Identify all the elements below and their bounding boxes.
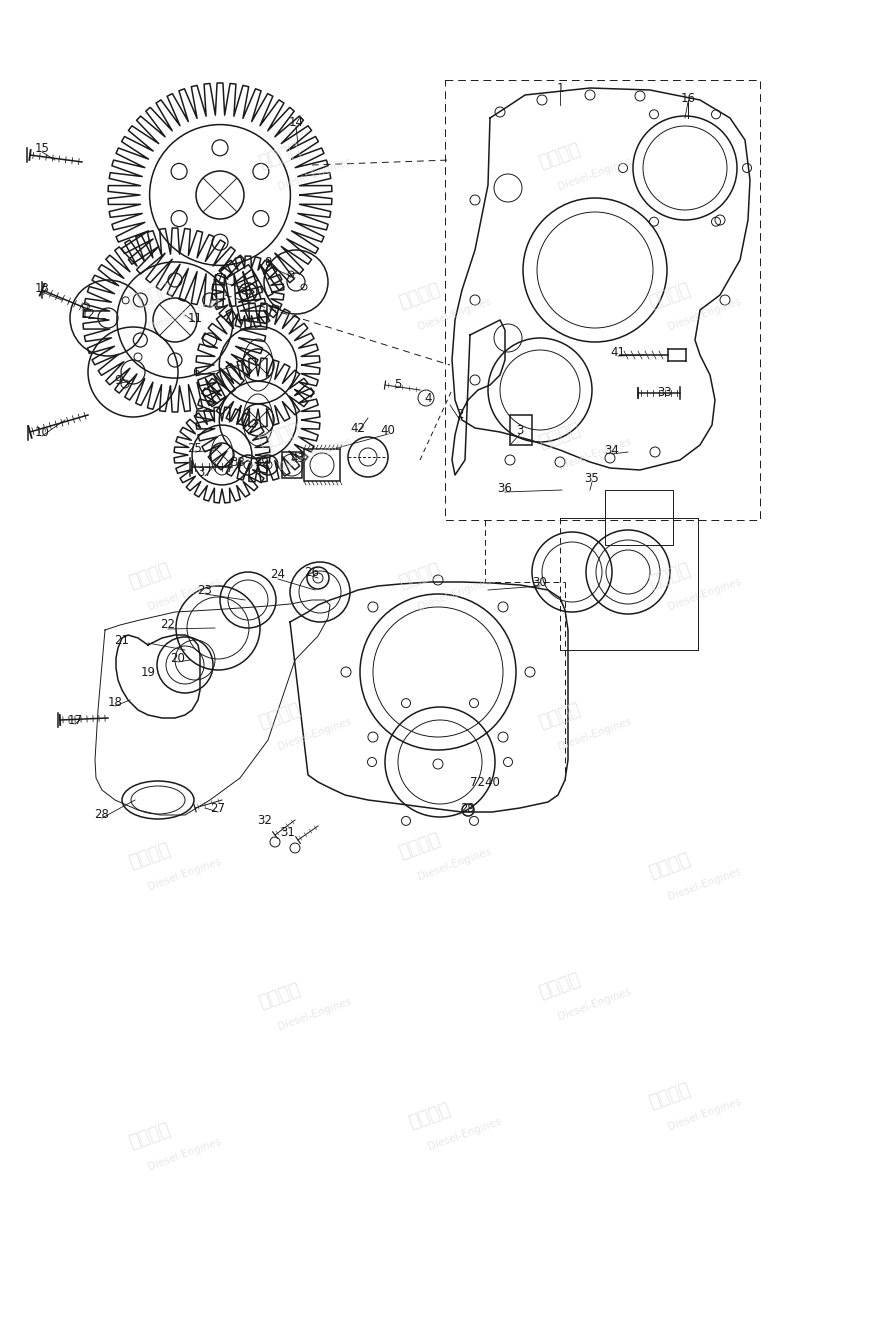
Text: 紫发动力: 紫发动力 bbox=[126, 281, 174, 311]
Text: Diesel-Engines: Diesel-Engines bbox=[417, 846, 493, 882]
Text: 紫发动力: 紫发动力 bbox=[126, 840, 174, 872]
Text: 紫发动力: 紫发动力 bbox=[397, 830, 443, 862]
Text: 紫发动力: 紫发动力 bbox=[397, 281, 443, 311]
Text: 43: 43 bbox=[290, 452, 305, 465]
Text: Diesel-Engines: Diesel-Engines bbox=[277, 436, 353, 472]
Text: 紫发动力: 紫发动力 bbox=[256, 981, 303, 1011]
Text: 40: 40 bbox=[381, 424, 395, 437]
Text: Diesel-Engines: Diesel-Engines bbox=[557, 436, 633, 472]
Bar bbox=[304, 449, 340, 481]
Text: Diesel-Engines: Diesel-Engines bbox=[147, 297, 223, 331]
Text: 42: 42 bbox=[351, 421, 366, 434]
Bar bbox=[605, 490, 673, 545]
Text: 3: 3 bbox=[516, 424, 523, 437]
Text: 37: 37 bbox=[198, 465, 213, 478]
Text: 39: 39 bbox=[255, 456, 270, 469]
Text: Diesel-Engines: Diesel-Engines bbox=[667, 576, 743, 612]
Bar bbox=[282, 452, 302, 478]
Text: 紫发动力: 紫发动力 bbox=[397, 560, 443, 592]
Text: 36: 36 bbox=[498, 481, 513, 494]
Text: 38: 38 bbox=[231, 456, 246, 469]
Text: 紫发动力: 紫发动力 bbox=[256, 421, 303, 452]
Text: 紫发动力: 紫发动力 bbox=[647, 1081, 693, 1112]
Text: 9: 9 bbox=[114, 374, 122, 386]
Text: 1: 1 bbox=[556, 81, 563, 95]
Text: 紫发动力: 紫发动力 bbox=[256, 700, 303, 732]
Text: 7: 7 bbox=[216, 271, 223, 285]
Text: 紫发动力: 紫发动力 bbox=[537, 700, 583, 732]
Text: Diesel-Engines: Diesel-Engines bbox=[557, 716, 633, 752]
Text: 紫发动力: 紫发动力 bbox=[647, 281, 693, 311]
Text: 32: 32 bbox=[257, 814, 272, 827]
Text: 22: 22 bbox=[160, 619, 175, 632]
Text: 25: 25 bbox=[188, 441, 202, 454]
Text: 26: 26 bbox=[304, 565, 320, 578]
Text: Diesel-Engines: Diesel-Engines bbox=[667, 297, 743, 331]
Text: 24: 24 bbox=[271, 569, 286, 581]
Text: 18: 18 bbox=[108, 696, 123, 708]
Text: 5: 5 bbox=[394, 378, 401, 391]
Text: 11: 11 bbox=[188, 311, 203, 325]
Text: 19: 19 bbox=[141, 665, 156, 679]
Text: Diesel-Engines: Diesel-Engines bbox=[277, 997, 353, 1031]
Text: 7240: 7240 bbox=[470, 775, 500, 788]
Text: Diesel-Engines: Diesel-Engines bbox=[417, 576, 493, 612]
Text: 41: 41 bbox=[611, 346, 626, 358]
Text: 紫发动力: 紫发动力 bbox=[256, 140, 303, 172]
Text: 14: 14 bbox=[288, 115, 303, 128]
Text: 紫发动力: 紫发动力 bbox=[407, 1100, 453, 1132]
Text: 12: 12 bbox=[80, 309, 95, 322]
Text: Diesel-Engines: Diesel-Engines bbox=[427, 1116, 503, 1152]
Text: 21: 21 bbox=[115, 633, 130, 647]
Text: 紫发动力: 紫发动力 bbox=[126, 560, 174, 592]
Text: 31: 31 bbox=[280, 826, 295, 839]
Text: 10: 10 bbox=[35, 425, 50, 438]
Text: Diesel-Engines: Diesel-Engines bbox=[147, 1136, 223, 1172]
Text: 33: 33 bbox=[658, 386, 672, 398]
Text: 29: 29 bbox=[460, 802, 475, 815]
Text: 4: 4 bbox=[425, 391, 432, 405]
Text: 28: 28 bbox=[94, 808, 109, 822]
Bar bbox=[510, 415, 532, 445]
Text: Diesel-Engines: Diesel-Engines bbox=[147, 856, 223, 892]
Text: Diesel-Engines: Diesel-Engines bbox=[667, 866, 743, 902]
Text: 8: 8 bbox=[264, 255, 271, 269]
Text: 15: 15 bbox=[35, 142, 50, 155]
Text: Diesel-Engines: Diesel-Engines bbox=[557, 156, 633, 192]
Text: Diesel-Engines: Diesel-Engines bbox=[147, 576, 223, 612]
Text: Diesel-Engines: Diesel-Engines bbox=[667, 1096, 743, 1132]
Text: 6: 6 bbox=[192, 366, 199, 378]
Text: Diesel-Engines: Diesel-Engines bbox=[417, 297, 493, 331]
Text: Diesel-Engines: Diesel-Engines bbox=[277, 156, 353, 192]
Text: 23: 23 bbox=[198, 584, 213, 596]
Text: 13: 13 bbox=[35, 282, 50, 294]
Text: 2: 2 bbox=[457, 409, 464, 421]
Text: Diesel-Engines: Diesel-Engines bbox=[557, 986, 633, 1022]
Text: 紫发动力: 紫发动力 bbox=[537, 421, 583, 452]
Text: 34: 34 bbox=[604, 444, 619, 457]
Text: 30: 30 bbox=[532, 576, 547, 588]
Text: 27: 27 bbox=[211, 802, 225, 815]
Text: 紫发动力: 紫发动力 bbox=[647, 850, 693, 882]
Text: 紫发动力: 紫发动力 bbox=[537, 970, 583, 1002]
Text: 紫发动力: 紫发动力 bbox=[126, 1120, 174, 1152]
Text: 16: 16 bbox=[681, 91, 695, 104]
Text: 35: 35 bbox=[585, 472, 599, 485]
Text: Diesel-Engines: Diesel-Engines bbox=[277, 716, 353, 752]
Text: 20: 20 bbox=[171, 652, 185, 664]
Text: 紫发动力: 紫发动力 bbox=[537, 140, 583, 172]
Text: 17: 17 bbox=[68, 713, 83, 727]
Text: 紫发动力: 紫发动力 bbox=[647, 560, 693, 592]
